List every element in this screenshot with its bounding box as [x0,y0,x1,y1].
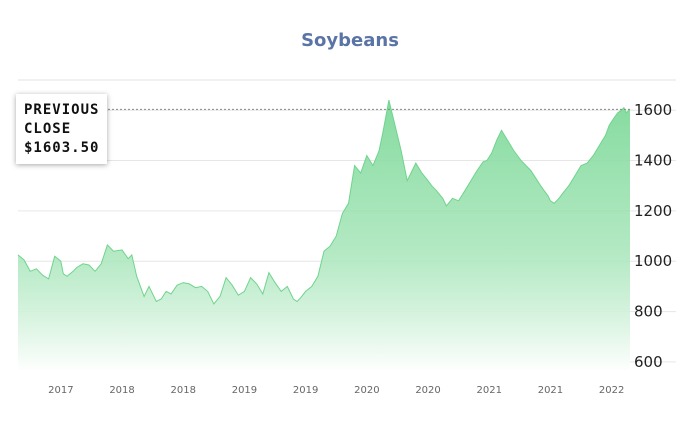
previous-close-callout: PREVIOUS CLOSE $1603.50 [16,94,108,164]
chart-title: Soybeans [301,30,399,51]
price-line [17,99,631,305]
y-tick-label: 1600 [634,101,672,119]
y-tick-label: 1200 [634,202,672,220]
y-tick-label: 600 [634,353,663,371]
callout-value: $1603.50 [24,140,100,156]
callout-line-1: PREVIOUS [24,102,100,118]
x-tick-label: 2019 [232,385,257,396]
x-tick-label: 2021 [538,385,563,396]
x-tick-label: 2018 [171,385,196,396]
x-tick-label: 2020 [354,385,379,396]
y-tick-label: 1000 [634,252,672,270]
price-area [18,100,630,372]
y-tick-label: 1400 [634,152,672,170]
x-tick-label: 2019 [293,385,318,396]
x-tick-label: 2020 [415,385,440,396]
y-tick-label: 800 [634,303,663,321]
x-tick-label: 2021 [477,385,502,396]
callout-line-2: CLOSE [24,121,72,137]
x-tick-label: 2018 [109,385,134,396]
x-tick-label: 2017 [48,385,73,396]
x-tick-label: 2022 [599,385,624,396]
